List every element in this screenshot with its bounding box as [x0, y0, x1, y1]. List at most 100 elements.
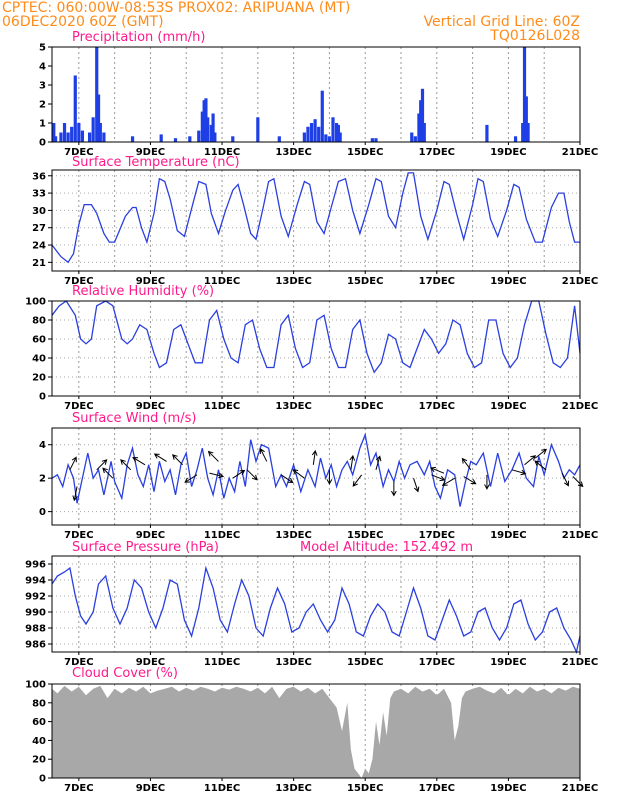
precip-bar: [70, 126, 74, 142]
precip-title: Precipitation (mm/h): [72, 30, 205, 45]
y-tick-label: 5: [39, 43, 46, 54]
x-tick-label: 13DEC: [275, 530, 311, 541]
rh-title: Relative Humidity (%): [72, 284, 214, 299]
wind-arrow: [232, 469, 246, 479]
y-tick-label: 986: [25, 640, 46, 651]
rh-line: [51, 300, 581, 374]
y-tick-label: 2: [39, 474, 46, 485]
wind-arrow: [184, 474, 198, 483]
temp-frame: [51, 169, 581, 272]
y-tick-label: 996: [25, 560, 46, 571]
y-tick-label: 0: [39, 138, 46, 149]
precip-bar: [66, 132, 70, 142]
x-tick-label: 7DEC: [64, 401, 93, 412]
precip-bar: [521, 123, 525, 142]
x-tick-label: 11DEC: [204, 783, 240, 794]
x-tick-label: 21DEC: [562, 530, 598, 541]
x-tick-label: 19DEC: [490, 401, 526, 412]
x-tick-label: 9DEC: [136, 530, 165, 541]
x-tick-label: 11DEC: [204, 147, 240, 158]
precip-bar: [77, 123, 81, 142]
wind-arrow: [524, 455, 537, 466]
y-tick-label: 994: [25, 576, 46, 587]
y-tick-label: 80: [32, 316, 46, 327]
precip-bar: [91, 117, 95, 142]
precip-bar: [336, 124, 340, 142]
precip-bar: [526, 123, 530, 142]
pres-subtitle: Model Altitude: 152.492 m: [300, 540, 473, 555]
wind-arrow: [326, 469, 333, 485]
y-tick-label: 3: [39, 81, 46, 92]
x-tick-label: 11DEC: [204, 530, 240, 541]
y-tick-label: 36: [32, 171, 46, 182]
precip-bar: [53, 136, 58, 142]
wind-arrow: [207, 450, 219, 462]
pres-frame: [51, 555, 581, 653]
x-tick-label: 21DEC: [562, 783, 598, 794]
precip-bar: [256, 117, 260, 142]
y-tick-label: 0: [39, 507, 46, 518]
x-tick-label: 15DEC: [347, 401, 383, 412]
precip-bar: [197, 130, 201, 142]
y-tick-label: 0: [39, 392, 46, 403]
precip-bar: [374, 138, 378, 142]
y-tick-label: 4: [39, 440, 46, 451]
x-tick-label: 15DEC: [347, 783, 383, 794]
y-tick-label: 40: [32, 354, 46, 365]
wind-title: Surface Wind (m/s): [72, 411, 196, 426]
header-run-time: 06DEC2020 60Z (GMT): [2, 14, 164, 30]
x-tick-label: 15DEC: [347, 657, 383, 668]
header-location: CPTEC: 060:00W-08:53S PROX02: ARIPUANA (…: [2, 0, 350, 16]
precip-bar: [80, 130, 85, 142]
pres-line: [51, 565, 581, 655]
wind-arrow: [349, 454, 356, 470]
x-tick-label: 7DEC: [64, 783, 93, 794]
x-tick-label: 21DEC: [562, 276, 598, 287]
y-tick-label: 21: [32, 258, 46, 269]
wind-arrow: [572, 476, 584, 488]
x-tick-label: 9DEC: [136, 276, 165, 287]
x-tick-label: 7DEC: [64, 276, 93, 287]
x-tick-label: 13DEC: [275, 147, 311, 158]
precip-bar: [188, 136, 192, 142]
wind-arrow: [463, 476, 477, 485]
precip-bar: [277, 136, 281, 142]
x-tick-label: 13DEC: [275, 783, 311, 794]
wind-arrow: [280, 474, 294, 484]
x-tick-label: 7DEC: [64, 530, 93, 541]
x-tick-label: 17DEC: [419, 401, 455, 412]
x-tick-label: 13DEC: [275, 657, 311, 668]
precip-bar: [320, 90, 324, 142]
y-tick-label: 30: [32, 206, 46, 217]
precip-bar: [173, 138, 178, 142]
precip-bar: [306, 126, 310, 142]
precip-bar: [420, 88, 425, 142]
precip-bar: [159, 134, 163, 142]
precip-bar: [331, 117, 335, 142]
wind-arrow: [172, 454, 184, 466]
x-tick-label: 11DEC: [204, 276, 240, 287]
precip-bar: [130, 136, 135, 142]
precip-bar: [370, 138, 374, 142]
x-tick-label: 15DEC: [347, 530, 383, 541]
x-tick-label: 21DEC: [562, 147, 598, 158]
precip-frame: [51, 46, 581, 143]
precip-bar: [338, 132, 342, 142]
y-tick-label: 992: [25, 592, 46, 603]
panel-wind: Surface Wind (m/s) 0 2 4 7DEC 9DEC 11DEC 13DEC 1…: [39, 411, 598, 541]
precip-bar: [87, 132, 92, 142]
precip-bar: [524, 96, 528, 142]
precip-bar: [522, 47, 527, 142]
precip-bar: [324, 134, 328, 142]
precip-bar: [422, 123, 426, 142]
wind-arrow: [259, 447, 268, 462]
x-tick-label: 17DEC: [419, 147, 455, 158]
y-tick-label: 2: [39, 100, 46, 111]
wind-arrow: [431, 474, 446, 482]
precip-bar: [52, 123, 56, 142]
header-grid-line: Vertical Grid Line: 60Z: [424, 14, 580, 30]
panel-rh: Relative Humidity (%) 0 20 40 60 80 100 7DEC 9DE…: [25, 284, 598, 412]
y-tick-label: 27: [32, 223, 46, 234]
wind-arrow: [132, 457, 146, 466]
